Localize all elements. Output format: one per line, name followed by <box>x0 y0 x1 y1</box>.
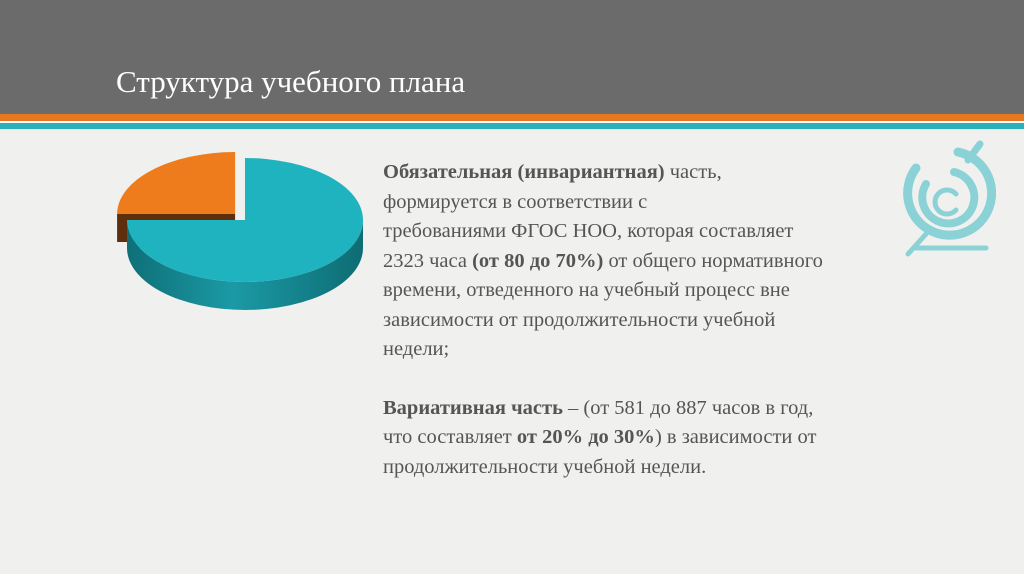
mandatory-line2: формируется в соответствии с <box>383 190 648 213</box>
mandatory-line4-end: от общего нормативного <box>603 249 823 272</box>
variable-lead: Вариативная часть <box>383 396 563 419</box>
variable-line1: – (от 581 до 887 часов в год, <box>562 396 814 419</box>
variable-line2-end: ) в зависимости от <box>654 426 817 448</box>
variable-line3: продолжительности учебной недели. <box>383 455 707 478</box>
mandatory-line1: часть, <box>664 161 722 183</box>
mandatory-line4-bold: (от 80 до 70%) <box>472 249 604 272</box>
mandatory-line5: времени, отведенного на учебный процесс … <box>383 279 790 301</box>
mandatory-line3: требованиями ФГОС НОО, которая составляе… <box>383 220 794 242</box>
body-text: Обязательная (инвариантная) часть, форми… <box>383 158 983 482</box>
paragraph-variable: Вариативная часть – (от 581 до 887 часов… <box>383 394 983 483</box>
pie-slice-0-side <box>127 220 363 310</box>
mandatory-line6: зависимости от продолжительности учебной <box>383 308 776 331</box>
variable-line2-bold: от 20% до 30% <box>516 426 655 448</box>
slide-title: Структура учебного плана <box>116 64 466 99</box>
paragraph-mandatory: Обязательная (инвариантная) часть, форми… <box>383 158 983 365</box>
pie-slice-0 <box>127 158 363 282</box>
header-bar <box>0 0 1024 114</box>
mandatory-line4-start: 2323 часа <box>383 249 473 272</box>
mandatory-line7: недели; <box>383 338 450 360</box>
variable-line2-start: что составляет <box>383 426 517 448</box>
pie-chart <box>117 152 363 310</box>
mandatory-lead: Обязательная (инвариантная) <box>383 161 665 183</box>
pie-slice-1 <box>117 152 236 215</box>
ngos-c-logo-icon <box>903 140 996 257</box>
accent-stripe-white <box>0 121 1024 123</box>
accent-stripe-teal <box>0 123 1024 129</box>
accent-stripe-orange <box>0 114 1024 121</box>
